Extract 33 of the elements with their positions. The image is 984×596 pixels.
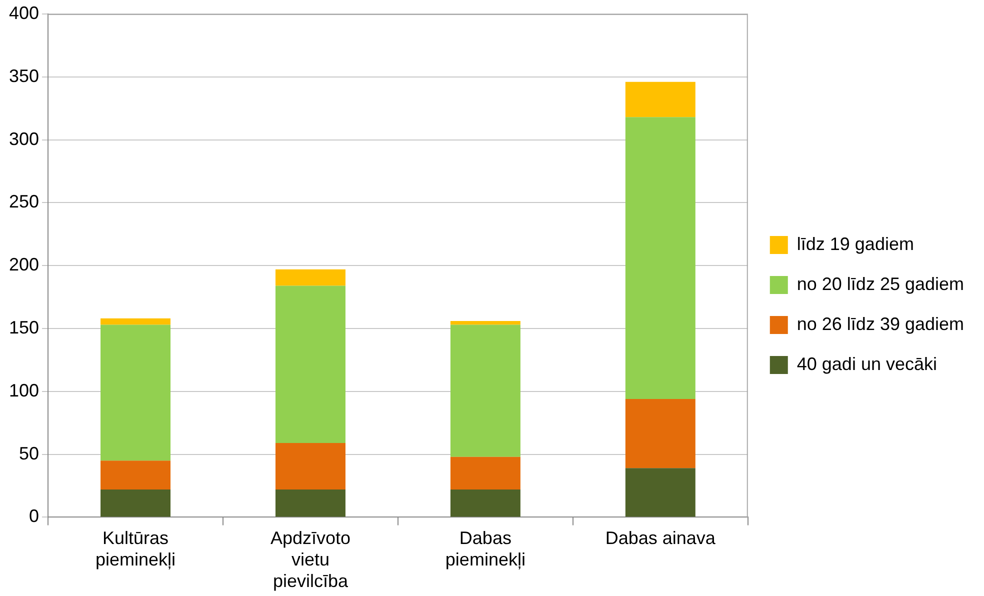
y-tick-label: 300 bbox=[8, 128, 40, 149]
bar bbox=[100, 324, 171, 461]
x-tick-label: Dabas pieminekļi bbox=[445, 528, 526, 570]
y-tick-label: 250 bbox=[8, 192, 40, 212]
bar bbox=[275, 442, 346, 490]
y-tick-label: 400 bbox=[8, 2, 40, 23]
bar bbox=[275, 286, 346, 443]
bar bbox=[450, 324, 520, 457]
bar bbox=[450, 490, 520, 517]
legend-label: no 26 līdz 39 gadiem bbox=[796, 314, 964, 334]
legend-label: līdz 19 gadiem bbox=[796, 234, 914, 254]
bar bbox=[275, 269, 346, 286]
bar bbox=[450, 320, 520, 325]
legend-label: no 20 līdz 25 gadiem bbox=[796, 274, 964, 294]
bar bbox=[450, 456, 520, 490]
y-tick-label: 150 bbox=[8, 317, 40, 338]
bar bbox=[625, 398, 696, 468]
legend-label: 40 gadi un vecāki bbox=[796, 354, 937, 374]
bar bbox=[100, 490, 171, 517]
x-tick-label: Dabas ainava bbox=[605, 528, 716, 548]
y-tick-label: 100 bbox=[8, 380, 40, 400]
bar bbox=[625, 82, 696, 118]
y-tick-label: 0 bbox=[29, 506, 40, 526]
x-tick-label: Apdzīvoto vietu pievilcība bbox=[270, 528, 351, 592]
y-tick-label: 350 bbox=[8, 66, 40, 86]
y-tick-label: 200 bbox=[8, 254, 40, 275]
bar bbox=[100, 318, 171, 325]
bar bbox=[100, 460, 171, 490]
x-tick-label: Kultūras pieminekļi bbox=[95, 528, 176, 570]
bar bbox=[625, 117, 696, 399]
bar bbox=[625, 468, 696, 517]
y-tick-label: 50 bbox=[19, 443, 40, 464]
bar bbox=[275, 490, 346, 517]
